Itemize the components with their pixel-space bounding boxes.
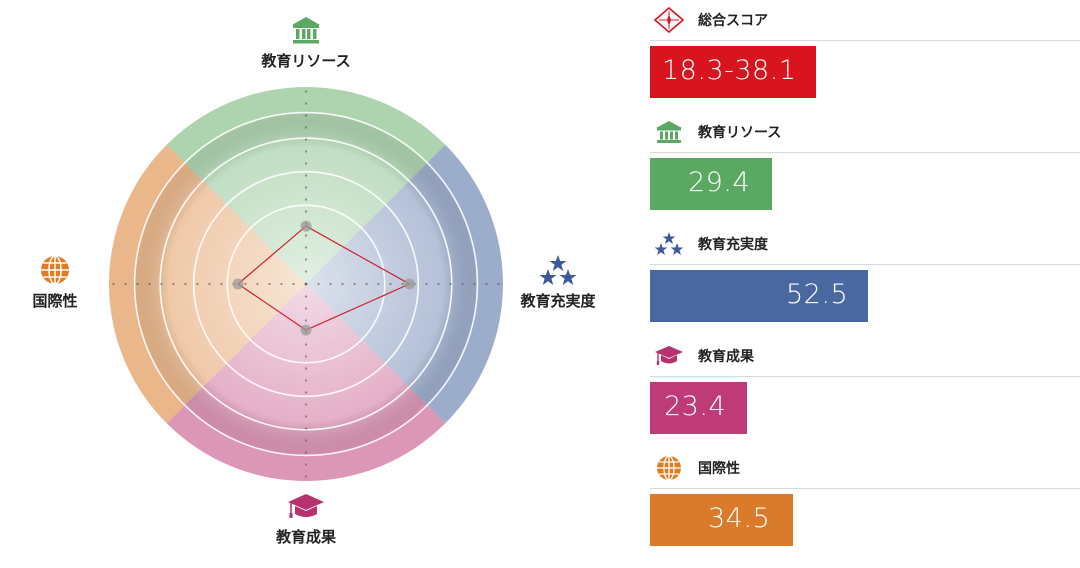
axis-label-engagement: 教育充実度 — [520, 292, 596, 310]
score-bar-engagement: 52.5 — [650, 270, 868, 322]
score-engagement: 教育充実度 52.5 — [650, 224, 1080, 322]
score-label-outcomes: 教育成果 — [698, 349, 754, 365]
stars-icon — [654, 232, 684, 255]
score-header-international: 国際性 — [650, 448, 1080, 489]
radar-chart: 教育リソース 教育充実度 教育成果 国際性 — [10, 14, 616, 547]
axis-resources: 教育リソース — [236, 14, 376, 71]
axis-engagement: 教育充実度 — [500, 254, 616, 311]
score-header-outcomes: 教育成果 — [650, 336, 1080, 377]
score-outcomes: 教育成果 23.4 — [650, 336, 1080, 434]
globe-icon — [41, 255, 69, 285]
score-label-engagement: 教育充実度 — [698, 237, 768, 253]
score-header-engagement: 教育充実度 — [650, 224, 1080, 265]
grid-ring-4 — [133, 111, 479, 457]
globe-icon — [657, 455, 681, 481]
graduation-cap-icon — [288, 494, 324, 518]
grid-ring-2 — [192, 170, 420, 398]
score-international: 国際性 34.5 — [650, 448, 1080, 546]
institution-icon — [656, 121, 682, 143]
score-panel: 総合スコア 18.3-38.1 教育リソース 29.4 — [650, 0, 1080, 568]
institution-icon — [292, 17, 320, 44]
compass-icon — [654, 7, 684, 33]
data-point-international — [232, 278, 244, 290]
axis-outcomes: 教育成果 — [236, 492, 376, 547]
score-value-total: 18.3-38.1 — [662, 55, 797, 86]
axis-label-outcomes: 教育成果 — [275, 528, 336, 546]
score-header-resources: 教育リソース — [650, 112, 1080, 153]
graduation-cap-icon — [655, 346, 683, 365]
data-point-outcomes — [300, 324, 312, 336]
score-value-outcomes: 23.4 — [664, 391, 727, 422]
score-header-total: 総合スコア — [650, 0, 1080, 41]
score-value-engagement: 52.5 — [786, 279, 849, 310]
axis-label-international: 国際性 — [32, 292, 78, 310]
score-bar-outcomes: 23.4 — [650, 382, 747, 434]
score-value-resources: 29.4 — [688, 167, 751, 198]
score-bar-international: 34.5 — [650, 494, 793, 546]
grid-ring-1 — [226, 204, 386, 364]
score-bar-total: 18.3-38.1 — [650, 46, 816, 98]
score-label-resources: 教育リソース — [698, 125, 782, 141]
data-point-engagement — [403, 278, 415, 290]
score-label-total: 総合スコア — [698, 13, 768, 29]
score-bar-resources: 29.4 — [650, 158, 772, 210]
score-total: 総合スコア 18.3-38.1 — [650, 0, 1080, 98]
score-value-international: 34.5 — [708, 503, 771, 534]
axis-international: 国際性 — [10, 254, 100, 311]
data-point-resources — [300, 220, 312, 232]
radar-svg — [108, 86, 504, 482]
stars-icon — [539, 255, 577, 285]
score-resources: 教育リソース 29.4 — [650, 112, 1080, 210]
score-label-international: 国際性 — [698, 461, 740, 477]
grid-ring-3 — [159, 137, 453, 431]
axis-label-resources: 教育リソース — [261, 52, 351, 70]
